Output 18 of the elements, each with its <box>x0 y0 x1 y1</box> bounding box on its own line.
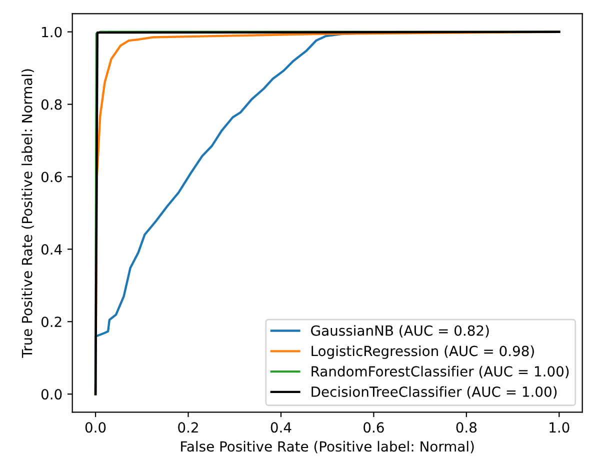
x-tick-label: 0.2 <box>178 422 198 433</box>
x-tick-label: 1.0 <box>550 422 570 433</box>
x-tick-label: 0.6 <box>364 422 384 433</box>
y-axis-title: True Positive Rate (Positive label: Normal) <box>22 69 34 358</box>
legend-label: GaussianNB (AUC = 0.82) <box>311 325 489 338</box>
y-tick-label: 0.0 <box>41 389 62 400</box>
y-tick-label: 0.4 <box>41 244 62 255</box>
x-axis-title: False Positive Rate (Positive label: Normal) <box>181 440 474 454</box>
x-tick-label: 0.0 <box>85 422 106 433</box>
y-tick-label: 0.2 <box>41 316 62 328</box>
x-tick-label: 0.8 <box>456 422 477 433</box>
y-tick-label: 1.0 <box>42 26 62 38</box>
y-tick-label: 0.8 <box>41 99 62 110</box>
legend-label: RandomForestClassifier (AUC = 1.00) <box>312 366 569 378</box>
y-tick-label: 0.6 <box>41 172 62 182</box>
x-tick-label: 0.4 <box>270 422 292 433</box>
legend-label: DecisionTreeClassifier (AUC = 1.00) <box>312 386 557 399</box>
legend-label: LogisticRegression (AUC = 0.98) <box>312 345 534 359</box>
